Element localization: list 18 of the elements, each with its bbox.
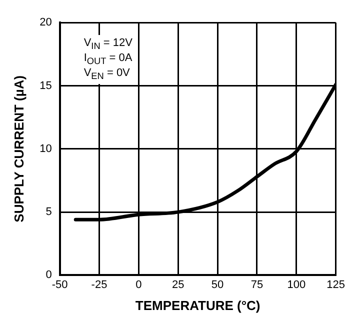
- annotation: V$_{IN}$ = 12V: [84, 36, 132, 52]
- x-tick-label: 75: [250, 278, 264, 291]
- x-tick-label: 50: [211, 278, 224, 291]
- x-tick-label: 100: [287, 278, 306, 291]
- x-axis-title: TEMPERATURE (°C): [135, 298, 260, 313]
- y-tick-label: 0: [46, 269, 52, 282]
- x-tick-label: 0: [136, 278, 142, 291]
- y-tick-label: 20: [40, 16, 52, 29]
- x-tick-label: -50: [52, 278, 68, 291]
- annotation: I$_{OUT}$ = 0A: [84, 52, 132, 67]
- y-tick-label: 15: [40, 80, 52, 92]
- annotation: V$_{EN}$ = 0V: [84, 66, 131, 82]
- x-tick-label: 25: [172, 278, 184, 291]
- y-axis-title: SUPPLY CURRENT (µA): [11, 75, 26, 222]
- y-tick-label: 5: [46, 206, 52, 218]
- x-tick-label: -25: [91, 278, 108, 291]
- y-tick-label: 10: [40, 142, 52, 155]
- x-tick-label: 125: [326, 278, 346, 291]
